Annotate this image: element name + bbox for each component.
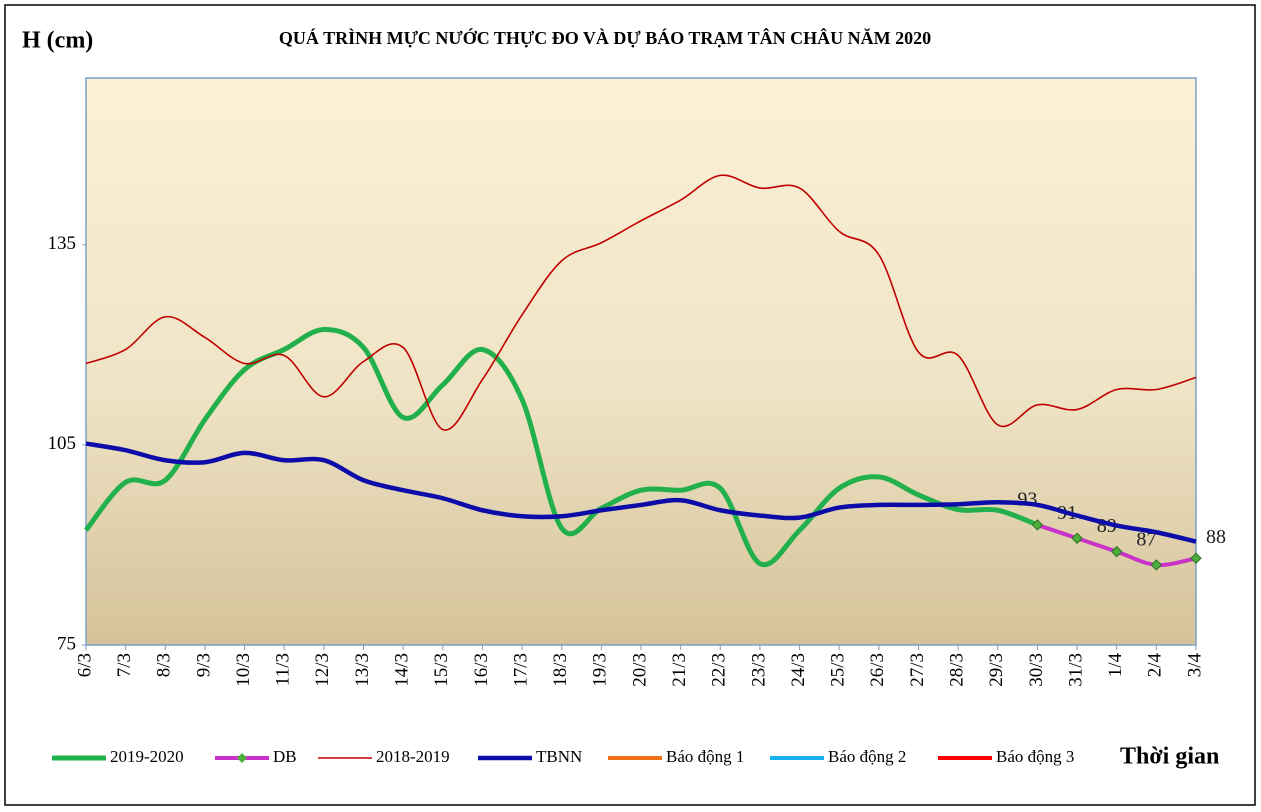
x-tick-label: 16/3: [471, 653, 492, 687]
legend-label: 2019-2020: [110, 747, 184, 766]
x-tick-label: 24/3: [788, 653, 809, 687]
x-tick-label: 30/3: [1026, 653, 1047, 687]
x-tick-label: 20/3: [629, 653, 650, 687]
data-label: 88: [1206, 526, 1226, 548]
data-label: 87: [1136, 529, 1156, 551]
x-tick-label: 10/3: [233, 653, 254, 687]
legend-marker: [237, 753, 247, 763]
x-tick-label: 31/3: [1065, 653, 1086, 687]
legend-label: DB: [273, 747, 297, 766]
x-tick-label: 18/3: [550, 653, 571, 687]
legend-label: Báo động 1: [666, 747, 744, 766]
x-tick-label: 3/4: [1184, 653, 1205, 678]
plot-area: [85, 77, 1197, 646]
marker: [1150, 559, 1163, 571]
y-tick-label: 135: [48, 233, 77, 254]
marker: [1071, 532, 1083, 544]
x-tick-label: 21/3: [669, 653, 690, 687]
x-tick-label: 1/4: [1105, 653, 1126, 678]
y-axis-label: H (cm): [22, 28, 93, 54]
x-axis-label: Thời gian: [1120, 744, 1219, 770]
legend-label: Báo động 3: [996, 747, 1074, 766]
x-tick-label: 23/3: [748, 653, 769, 687]
x-tick-label: 27/3: [907, 653, 928, 687]
x-tick-label: 2/4: [1145, 653, 1166, 678]
x-tick-label: 28/3: [947, 653, 968, 687]
marker: [1031, 519, 1044, 531]
x-tick-label: 13/3: [352, 653, 373, 687]
chart-title: QUÁ TRÌNH MỰC NƯỚC THỰC ĐO VÀ DỰ BÁO TRẠ…: [279, 27, 931, 48]
x-tick-label: 14/3: [392, 653, 413, 687]
series-line: [85, 441, 1197, 544]
series-line: [85, 174, 1197, 431]
marker: [1111, 545, 1123, 558]
x-tick-label: 7/3: [114, 653, 135, 677]
x-tick-label: 29/3: [986, 653, 1007, 687]
x-tick-label: 9/3: [193, 653, 214, 677]
x-tick-label: 22/3: [709, 653, 730, 687]
legend-label: Báo động 2: [828, 747, 906, 766]
x-tick-label: 11/3: [273, 653, 294, 686]
y-tick-label: 105: [48, 433, 77, 454]
x-tick-label: 19/3: [590, 653, 611, 687]
x-tick-label: 6/3: [74, 653, 95, 677]
data-label: 93: [1017, 489, 1037, 511]
legend-label: 2018-2019: [376, 747, 450, 766]
x-tick-label: 25/3: [828, 653, 849, 687]
x-tick-label: 26/3: [867, 653, 888, 687]
legend-label: TBNN: [536, 747, 582, 766]
x-tick-label: 17/3: [510, 653, 531, 687]
y-tick-label: 75: [57, 633, 76, 654]
marker: [1190, 552, 1202, 564]
x-tick-label: 8/3: [154, 653, 175, 677]
x-tick-label: 12/3: [312, 653, 333, 687]
x-tick-label: 15/3: [431, 653, 452, 687]
